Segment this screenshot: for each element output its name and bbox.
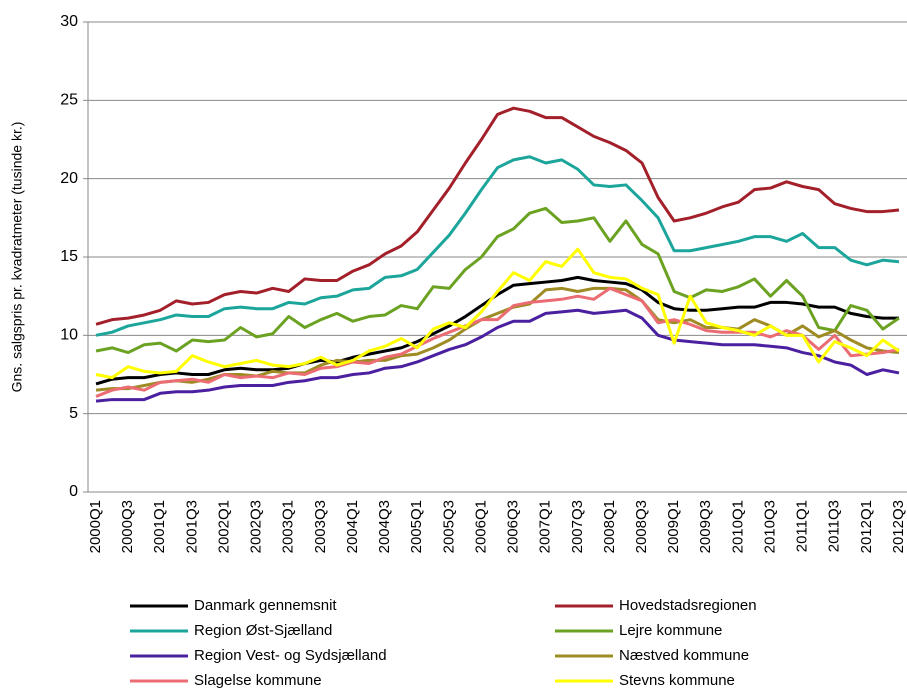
series-line: [95, 106, 900, 326]
x-tick-label: 2004Q3: [376, 500, 393, 553]
series-line: [95, 275, 899, 386]
y-tick-label: 5: [69, 405, 78, 422]
series-line: [95, 155, 900, 337]
legend-label: Region Vest- og Sydsjælland: [194, 647, 387, 664]
x-tick-label: 2012Q3: [890, 500, 907, 553]
x-tick-label: 2000Q3: [119, 500, 136, 553]
x-tick-label: 2002Q1: [215, 500, 232, 553]
x-tick-label: 2003Q1: [280, 500, 297, 553]
y-tick-label: 15: [60, 248, 78, 265]
x-tick-label: 2009Q1: [665, 500, 682, 553]
x-tick-label: 2006Q1: [472, 500, 489, 553]
series-line: [95, 247, 900, 380]
x-tick-label: 2000Q1: [87, 500, 104, 553]
x-tick-label: 2010Q1: [729, 500, 746, 553]
legend-label: Slagelse kommune: [194, 672, 322, 689]
x-tick-label: 2005Q3: [440, 500, 457, 553]
legend-label: Næstved kommune: [619, 647, 749, 664]
x-tick-label: 2001Q1: [151, 500, 168, 553]
x-tick-label: 2007Q3: [569, 500, 586, 553]
x-tick-label: 2006Q3: [505, 500, 522, 553]
x-tick-label: 2007Q1: [537, 500, 554, 553]
x-tick-label: 2003Q3: [312, 500, 329, 553]
x-tick-label: 2011Q1: [794, 500, 811, 552]
y-tick-label: 25: [60, 92, 78, 109]
x-tick-label: 2002Q3: [248, 500, 265, 553]
x-tick-label: 2010Q3: [761, 500, 778, 553]
legend-label: Hovedstadsregionen: [619, 597, 757, 614]
x-tick-label: 2004Q1: [344, 500, 361, 553]
x-tick-label: 2001Q3: [183, 500, 200, 553]
x-tick-label: 2008Q1: [601, 500, 618, 553]
legend-label: Lejre kommune: [619, 622, 722, 639]
x-tick-label: 2005Q1: [408, 500, 425, 553]
x-tick-label: 2012Q1: [858, 500, 875, 553]
series-line: [95, 286, 900, 398]
legend-label: Region Øst-Sjælland: [194, 622, 332, 639]
x-tick-label: 2011Q3: [826, 500, 843, 552]
y-tick-label: 10: [60, 327, 78, 344]
y-tick-label: 30: [60, 13, 78, 30]
legend-label: Stevns kommune: [619, 672, 735, 689]
y-tick-label: 20: [60, 170, 78, 187]
series-line: [95, 206, 900, 355]
y-axis-label: Gns. salgspris pr. kvadratmeter (tusinde…: [9, 122, 25, 393]
x-tick-label: 2009Q3: [697, 500, 714, 553]
series-line: [95, 308, 900, 403]
x-tick-label: 2008Q3: [633, 500, 650, 553]
legend-label: Danmark gennemsnit: [194, 597, 337, 614]
y-tick-label: 0: [69, 483, 78, 500]
